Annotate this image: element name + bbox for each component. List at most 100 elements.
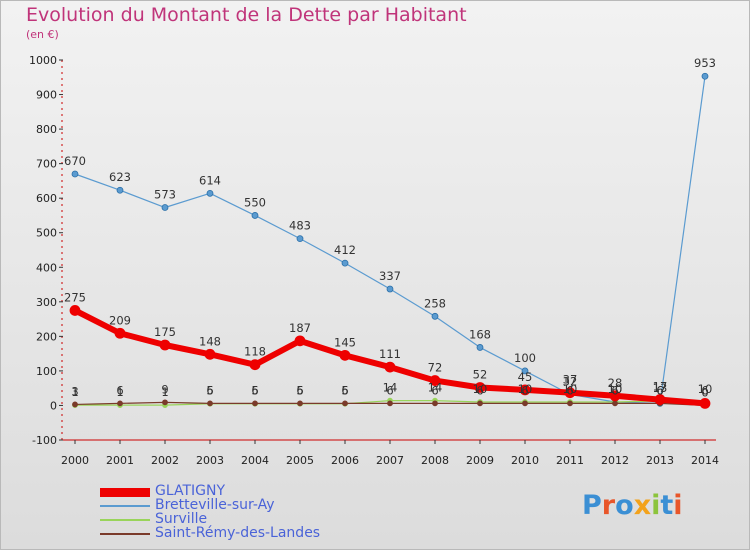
x-tick-label: 2014 <box>691 454 719 467</box>
y-tick-label: 1000 <box>29 54 57 67</box>
y-tick-label: 500 <box>36 227 57 240</box>
data-label-glatigny: 111 <box>379 347 401 361</box>
data-label-glatigny: 175 <box>154 325 176 339</box>
data-label-surville: 10 <box>563 382 578 396</box>
y-tick-label: 800 <box>36 123 57 136</box>
x-tick-label: 2011 <box>556 454 584 467</box>
data-label-surville: 1 <box>71 385 78 399</box>
data-point-saint-remy <box>117 400 123 407</box>
x-tick-label: 2004 <box>241 454 269 467</box>
brand-letter: P <box>582 490 602 521</box>
y-tick-label: -100 <box>32 434 57 447</box>
data-point-glatigny <box>474 382 486 393</box>
data-point-saint-remy <box>387 400 393 407</box>
data-label-saint-remy: 3 <box>71 384 78 398</box>
data-point-saint-remy <box>612 400 618 407</box>
data-point-bretteville <box>341 259 349 267</box>
data-label-surville: 1 <box>116 385 123 399</box>
data-label-glatigny: 187 <box>289 321 311 335</box>
data-point-bretteville <box>386 285 394 293</box>
legend-swatch-surville <box>100 519 150 521</box>
data-label-surville: 5 <box>206 384 213 398</box>
data-label-glatigny: 37 <box>563 373 578 387</box>
data-label-surville: 10 <box>608 382 623 396</box>
x-tick-label: 2003 <box>196 454 224 467</box>
legend-swatch-saint-remy <box>100 533 150 535</box>
data-label-bretteville: 623 <box>109 170 131 184</box>
data-point-glatigny <box>204 348 216 360</box>
data-point-glatigny <box>294 335 306 347</box>
legend-swatch-bretteville <box>100 505 150 507</box>
data-label-surville: 14 <box>383 381 398 395</box>
y-tick-label: 700 <box>36 158 57 171</box>
data-label-surville: 10 <box>518 382 533 396</box>
data-label-saint-remy: 0 <box>701 385 708 399</box>
data-label-glatigny: 148 <box>199 334 221 348</box>
data-point-saint-remy <box>567 400 573 407</box>
data-label-bretteville: 573 <box>154 188 176 202</box>
legend-label-saint-remy: Saint-Rémy-des-Landes <box>155 525 321 541</box>
data-point-glatigny <box>69 305 81 316</box>
data-label-saint-remy: 6 <box>386 383 393 397</box>
brand-letter: i <box>651 490 661 521</box>
data-point-bretteville <box>71 170 79 178</box>
data-point-bretteville <box>701 72 709 80</box>
data-label-saint-remy: 6 <box>431 383 438 397</box>
data-label-surville: 5 <box>251 384 258 398</box>
y-tick-label: 300 <box>36 296 57 309</box>
x-tick-label: 2005 <box>286 454 314 467</box>
data-label-saint-remy: 6 <box>341 383 348 397</box>
data-point-saint-remy <box>297 400 303 407</box>
y-tick-label: 900 <box>36 89 57 102</box>
data-label-bretteville: 670 <box>64 154 86 168</box>
x-tick-label: 2002 <box>151 454 179 467</box>
brand-letter: r <box>601 490 616 521</box>
data-point-bretteville <box>431 312 439 320</box>
x-tick-label: 2010 <box>511 454 539 467</box>
data-label-saint-remy: 9 <box>161 382 168 396</box>
data-label-glatigny: 52 <box>473 367 488 381</box>
data-point-bretteville <box>296 235 304 243</box>
data-label-surville: 10 <box>698 382 713 396</box>
x-tick-label: 2008 <box>421 454 449 467</box>
data-point-glatigny <box>654 394 666 405</box>
data-label-saint-remy: 6 <box>296 383 303 397</box>
data-label-surville: 5 <box>341 384 348 398</box>
data-label-glatigny: 17 <box>653 380 668 394</box>
y-tick-label: 200 <box>36 330 57 343</box>
brand-letter: x <box>633 490 652 521</box>
data-label-glatigny: 72 <box>428 361 443 375</box>
data-label-glatigny: 45 <box>518 370 533 384</box>
data-label-bretteville: 258 <box>424 296 446 310</box>
data-label-saint-remy: 6 <box>611 383 618 397</box>
data-point-bretteville <box>206 189 214 197</box>
data-point-glatigny <box>339 349 351 361</box>
data-point-glatigny <box>564 387 576 399</box>
y-tick-label: 600 <box>36 192 57 205</box>
data-point-glatigny <box>699 397 711 409</box>
data-point-saint-remy <box>432 400 438 407</box>
data-point-saint-remy <box>207 400 213 407</box>
data-label-glatigny: 209 <box>109 313 131 327</box>
data-label-surville: 14 <box>428 381 443 395</box>
data-point-bretteville <box>521 367 529 375</box>
data-label-surville: 5 <box>296 384 303 398</box>
data-label-surville: 1 <box>161 385 168 399</box>
data-point-glatigny <box>114 327 126 339</box>
brand-logo: Proxiti <box>582 490 683 521</box>
chart-series-group <box>69 72 711 409</box>
y-tick-label: 100 <box>36 365 57 378</box>
data-point-saint-remy <box>522 400 528 407</box>
data-label-saint-remy: 6 <box>656 383 663 397</box>
brand-letter: i <box>673 490 683 521</box>
data-point-glatigny <box>159 339 171 351</box>
data-point-saint-remy <box>342 400 348 407</box>
data-label-saint-remy: 6 <box>116 383 123 397</box>
x-tick-label: 2012 <box>601 454 629 467</box>
y-tick-label: 0 <box>50 399 57 412</box>
data-label-glatigny: 275 <box>64 290 86 304</box>
data-point-saint-remy <box>162 399 168 406</box>
data-label-glatigny: 6 <box>701 383 708 397</box>
